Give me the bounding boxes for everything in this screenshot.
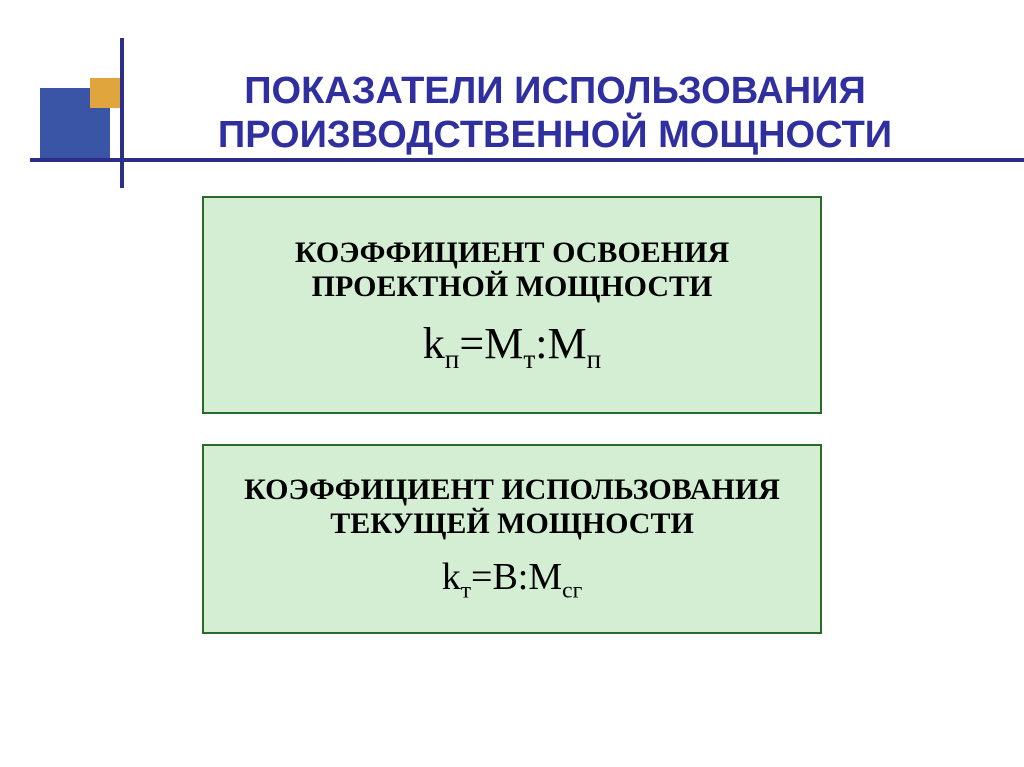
box-coefficient-current-capacity: КОЭФФИЦИЕНТ ИСПОЛЬЗОВАНИЯ ТЕКУЩЕЙ МОЩНОС… — [202, 444, 822, 634]
box2-formula: kт=В:Mсг — [222, 555, 802, 605]
box-coefficient-project-capacity: КОЭФФИЦИЕНТ ОСВОЕНИЯ ПРОЕКТНОЙ МОЩНОСТИ … — [202, 196, 822, 414]
accent-square-yellow — [90, 78, 120, 108]
box1-label: КОЭФФИЦИЕНТ ОСВОЕНИЯ ПРОЕКТНОЙ МОЩНОСТИ — [222, 236, 802, 304]
box2-label: КОЭФФИЦИЕНТ ИСПОЛЬЗОВАНИЯ ТЕКУЩЕЙ МОЩНОС… — [222, 473, 802, 541]
accent-line-horizontal — [30, 158, 1024, 162]
slide-title: ПОКАЗАТЕЛИ ИСПОЛЬЗОВАНИЯ ПРОИЗВОДСТВЕННО… — [120, 70, 990, 157]
box1-formula: kп=Mт:Mп — [222, 318, 802, 375]
